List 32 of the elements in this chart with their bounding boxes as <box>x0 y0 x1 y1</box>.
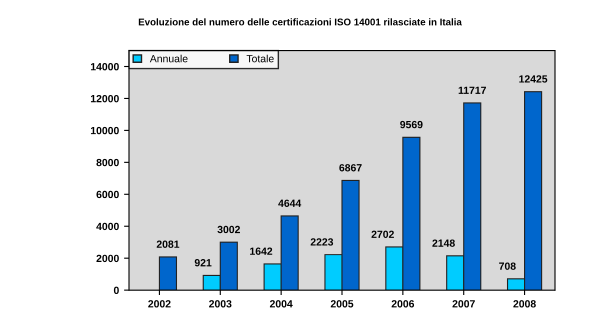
data-label: 2081 <box>156 240 180 248</box>
x-tick-label: 2004 <box>270 300 293 308</box>
y-tick-label: 6000 <box>96 190 119 198</box>
y-tick-label: 12000 <box>90 94 119 102</box>
data-label: 708 <box>499 262 516 270</box>
data-label: 921 <box>194 259 212 266</box>
x-tick-label: 2007 <box>452 300 475 308</box>
data-label: 1642 <box>250 248 272 255</box>
legend-label: Annuale <box>150 54 188 62</box>
x-tick-label: 2008 <box>513 300 536 308</box>
y-tick-label: 4000 <box>96 222 119 230</box>
data-label: 2148 <box>432 239 455 247</box>
y-tick-label: 8000 <box>96 158 119 166</box>
chart-title: Evoluzione del numero delle certificazioni ISO 14001 rilasciate in Italia <box>138 18 462 26</box>
x-tick-label: 2006 <box>392 300 414 308</box>
data-label: 9569 <box>400 120 423 128</box>
data-label: 3002 <box>217 226 240 234</box>
data-label: 2223 <box>310 238 334 246</box>
legend-label: Totale <box>246 54 274 62</box>
y-tick-label: 2000 <box>96 254 119 262</box>
y-tick-label: 14000 <box>90 63 119 70</box>
data-label: 2702 <box>372 230 394 238</box>
x-tick-label: 2003 <box>209 300 232 308</box>
bar <box>158 256 178 290</box>
y-tick-label: 10000 <box>90 126 119 134</box>
x-tick-label: 2002 <box>148 300 171 308</box>
data-label: 4644 <box>278 200 302 207</box>
data-label: 11717 <box>458 86 486 94</box>
data-label: 12425 <box>519 75 548 83</box>
y-tick-label: 0 <box>114 286 119 294</box>
data-label: 6867 <box>339 164 362 172</box>
x-tick-label: 2005 <box>330 300 354 308</box>
